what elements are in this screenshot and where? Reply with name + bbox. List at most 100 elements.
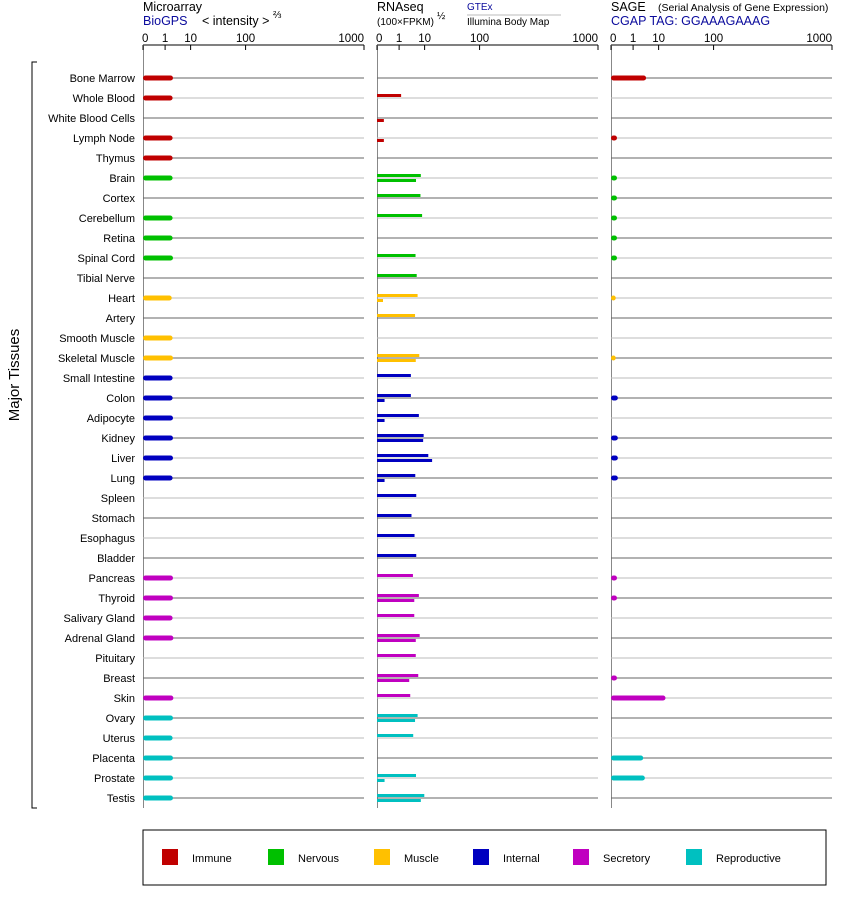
sage-tick-label: 100: [704, 33, 723, 45]
tissue-label: White Blood Cells: [48, 113, 135, 125]
tissue-label: Retina: [103, 233, 136, 245]
panel-axes: 0 1 10 100 1000 0 1 10 100 1000 0 1 10 100 1000: [142, 33, 833, 808]
rnaseq-title: RNAseq: [377, 0, 424, 14]
rnaseq-ibm-bar: [377, 479, 385, 482]
tissue-label: Heart: [108, 293, 135, 305]
microarray-bar: [143, 735, 173, 741]
rnaseq-ibm-bar: [377, 639, 416, 642]
legend-swatch-nervous: [268, 849, 284, 865]
rnaseq-gtex-bar: [377, 714, 418, 717]
tissue-label: Skin: [114, 693, 135, 705]
tissue-label: Brain: [109, 173, 135, 185]
tissue-label: Colon: [106, 393, 135, 405]
rnaseq-gtex-bar: [377, 494, 417, 497]
sage-bar: [611, 395, 618, 401]
rnaseq-tick-label: 100: [470, 33, 489, 45]
rnaseq-gtex-bar: [377, 574, 413, 577]
sage-bar: [611, 455, 618, 461]
rnaseq-gtex-bar: [377, 514, 412, 517]
sage-title: SAGE: [611, 0, 646, 14]
rnaseq-gtex-bar: [377, 254, 416, 257]
microarray-bar: [143, 695, 174, 701]
rnaseq-tick-label: 0: [376, 33, 382, 45]
microarray-bar: [143, 75, 173, 81]
rnaseq-gtex-bar: [377, 414, 419, 417]
sage-bar: [611, 575, 617, 581]
legend-label-muscle: Muscle: [404, 853, 439, 865]
rnaseq-ibm-bar: [377, 119, 384, 122]
microarray-bar: [143, 335, 173, 341]
rnaseq-gtex-bar: [377, 94, 402, 97]
microarray-tick-label: 1: [162, 33, 168, 45]
rnaseq-gtex-bar: [377, 634, 420, 637]
legend-swatch-secretory: [573, 849, 589, 865]
sage-bar: [611, 75, 647, 81]
microarray-subtitle: < intensity >: [202, 14, 269, 28]
tissue-label: Uterus: [103, 733, 136, 745]
rnaseq-gtex-bar: [377, 374, 411, 377]
tissue-label: Esophagus: [80, 533, 136, 545]
microarray-tick-label: 10: [184, 33, 197, 45]
sage-tick-label: 1: [630, 33, 636, 45]
rnaseq-gtex-bar: [377, 194, 421, 197]
sage-bar: [611, 195, 617, 201]
tissue-label: Tibial Nerve: [77, 273, 135, 285]
rnaseq-gtex-bar: [377, 534, 415, 537]
rnaseq-ibm-bar: [377, 359, 416, 362]
microarray-bar: [143, 295, 172, 301]
microarray-bar: [143, 715, 173, 721]
rnaseq-gtex-bar: [377, 174, 421, 177]
rnaseq-gtex-bar: [377, 314, 416, 317]
tissue-label: Spinal Cord: [78, 253, 135, 265]
tissue-label: Lymph Node: [73, 133, 135, 145]
rnaseq-gtex-bar: [377, 354, 420, 357]
y-axis-bracket: [31, 61, 37, 809]
microarray-bar: [143, 95, 173, 101]
legend: Immune Nervous Muscle Internal Secretory Repr…: [162, 849, 781, 865]
microarray-bar: [143, 135, 173, 141]
microarray-bar: [143, 635, 174, 641]
legend-swatch-immune: [162, 849, 178, 865]
sage-tick-label: 0: [610, 33, 616, 45]
tissue-label: Breast: [103, 673, 135, 685]
microarray-bar: [143, 235, 173, 241]
tissue-label: Cerebellum: [79, 213, 135, 225]
tissue-label: Stomach: [92, 513, 135, 525]
rnaseq-tick-label: 1: [396, 33, 402, 45]
legend-swatch-muscle: [374, 849, 390, 865]
tissue-label: Ovary: [106, 713, 136, 725]
rnaseq-ibm-bar: [377, 179, 417, 182]
microarray-bar: [143, 175, 173, 181]
sage-bar: [611, 675, 617, 681]
sage-bar: [611, 355, 616, 361]
tissue-label: Liver: [111, 453, 135, 465]
microarray-bar: [143, 155, 173, 161]
microarray-bar: [143, 595, 173, 601]
tissue-label: Pancreas: [89, 573, 136, 585]
sage-bar: [611, 235, 617, 241]
tissue-label: Whole Blood: [73, 93, 135, 105]
rnaseq-ibm-bar: [377, 459, 433, 462]
rnaseq-tick-label: 1000: [572, 33, 598, 45]
rnaseq-ibm-bar: [377, 799, 421, 802]
rnaseq-ibm-bar: [377, 139, 384, 142]
legend-label-nervous: Nervous: [298, 853, 339, 865]
sage-bar: [611, 135, 617, 141]
tissue-label: Adrenal Gland: [65, 633, 135, 645]
sage-tick-label: 10: [652, 33, 665, 45]
rnaseq-source-gtex: GTEx: [467, 2, 493, 13]
rnaseq-ibm-bar: [377, 299, 383, 302]
rnaseq-gtex-bar: [377, 554, 417, 557]
sage-bar: [611, 475, 618, 481]
tissue-label: Bladder: [97, 553, 135, 565]
microarray-bar: [143, 215, 173, 221]
rnaseq-ibm-bar: [377, 419, 385, 422]
rnaseq-gtex-bar: [377, 794, 425, 797]
tissue-label: Pituitary: [95, 653, 135, 665]
rnaseq-gtex-bar: [377, 594, 419, 597]
microarray-bar: [143, 435, 173, 441]
tissue-label: Salivary Gland: [63, 613, 135, 625]
tissue-label: Lung: [111, 473, 135, 485]
sage-bar: [611, 435, 618, 441]
